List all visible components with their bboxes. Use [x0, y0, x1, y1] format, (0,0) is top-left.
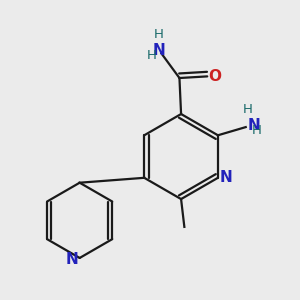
Text: N: N — [220, 170, 232, 185]
Text: N: N — [152, 43, 165, 58]
Text: H: H — [242, 103, 252, 116]
Text: H: H — [154, 28, 164, 41]
Text: N: N — [66, 252, 79, 267]
Text: H: H — [251, 124, 261, 137]
Text: H: H — [147, 49, 157, 62]
Text: O: O — [208, 69, 221, 84]
Text: N: N — [248, 118, 260, 133]
